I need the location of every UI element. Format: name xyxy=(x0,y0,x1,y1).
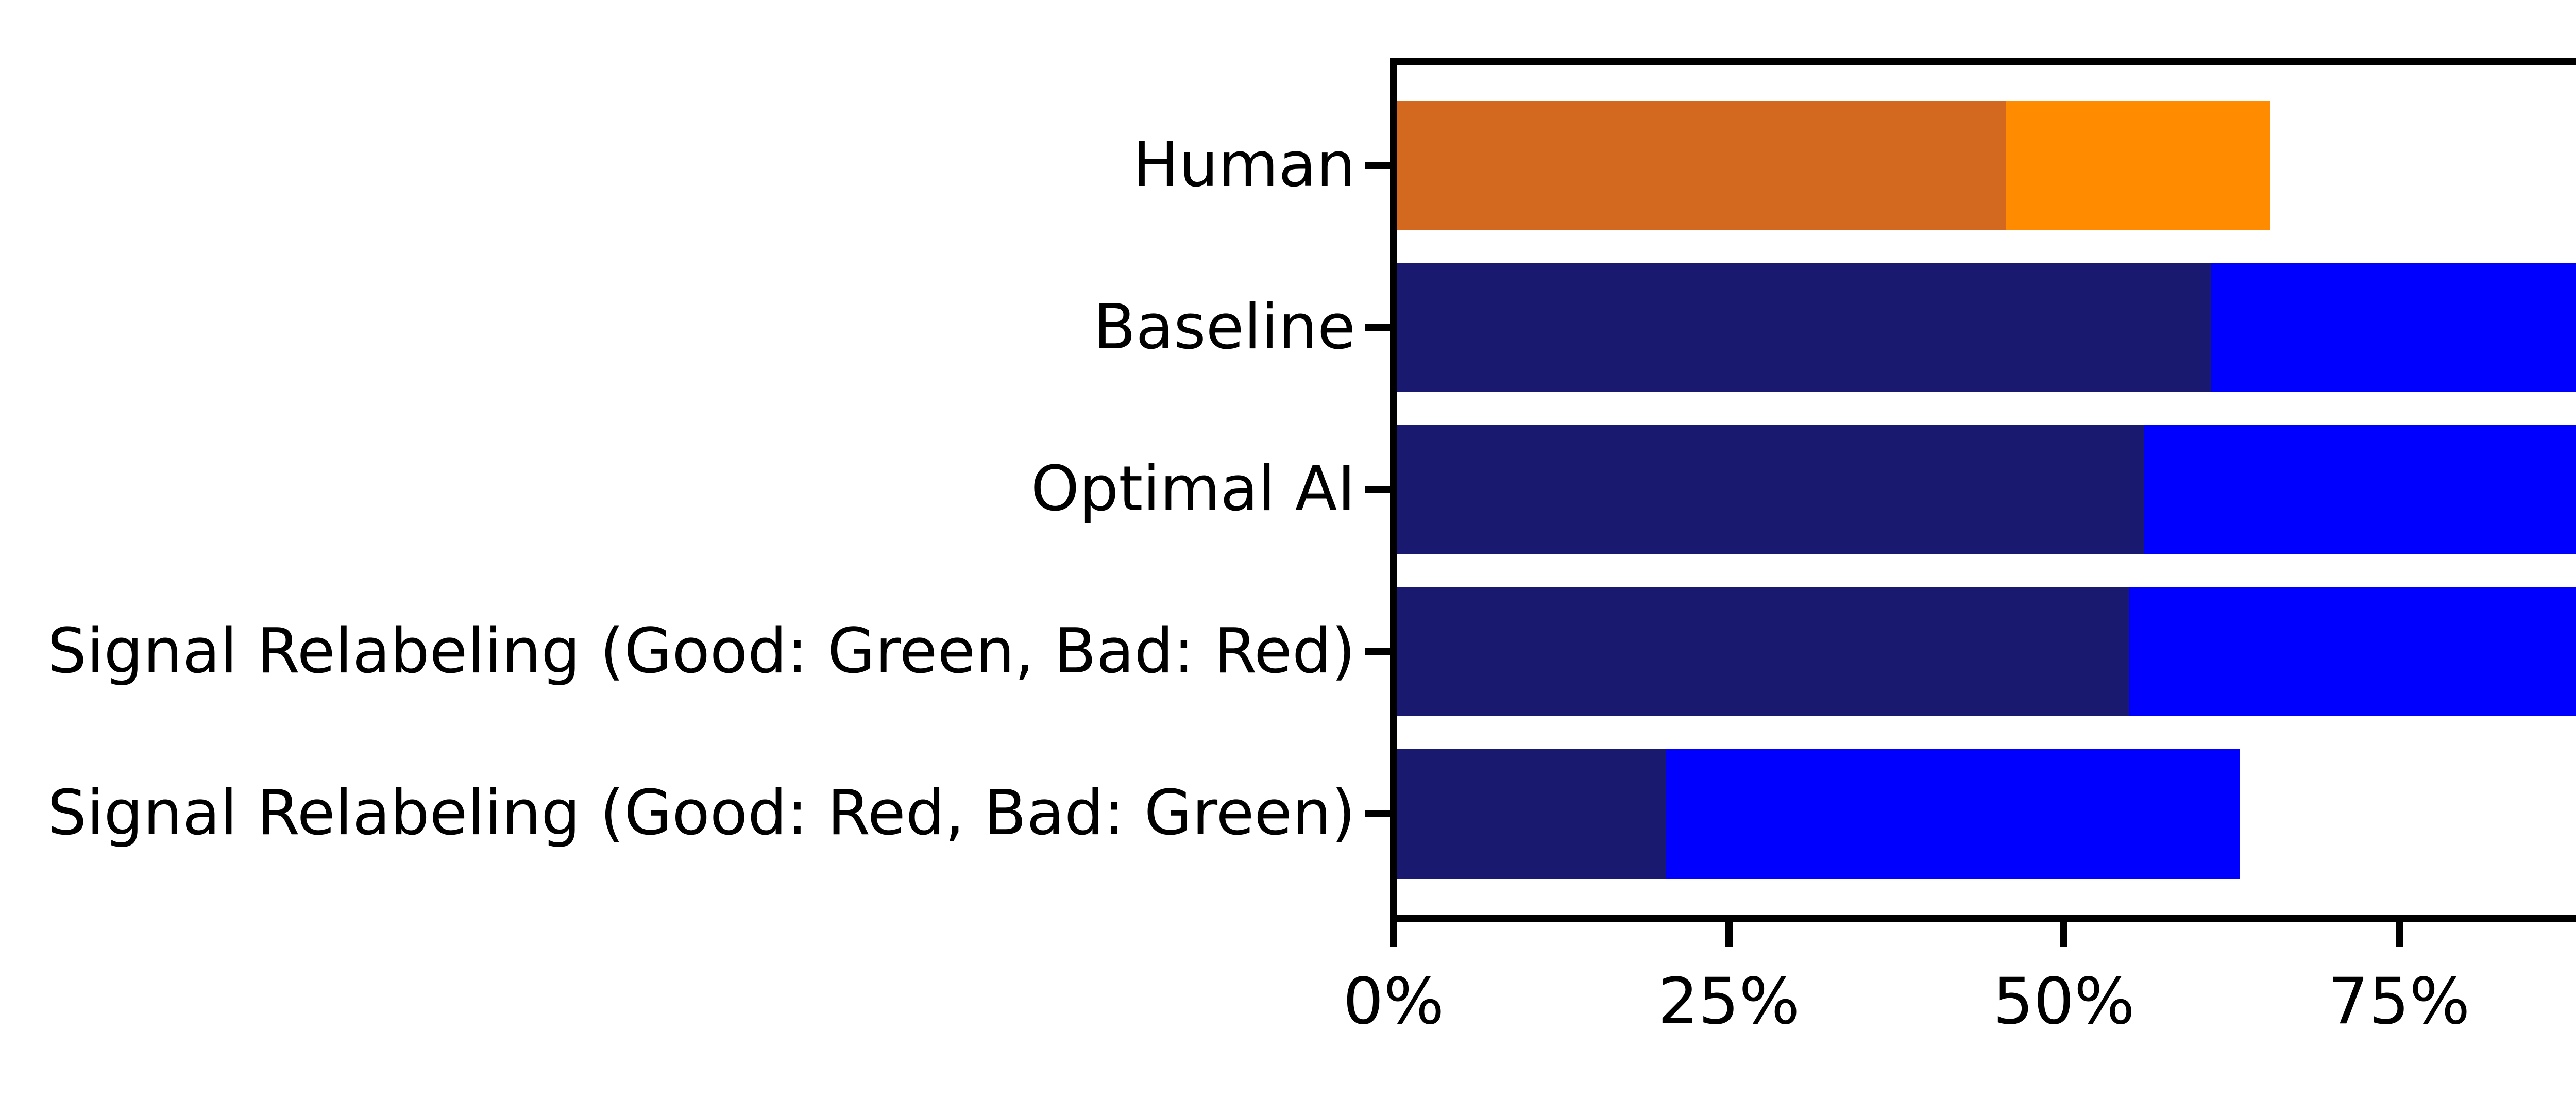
x-tick-label: 25% xyxy=(1657,965,1800,1039)
x-tick-mark xyxy=(2060,922,2067,947)
y-axis-label: Signal Relabeling (Good: Red, Bad: Green… xyxy=(47,778,1355,849)
bar-row xyxy=(1397,425,2576,554)
bar-segment-light xyxy=(2211,263,2576,392)
bar-segment-dark xyxy=(1397,263,2212,392)
bar-segment-dark xyxy=(1397,749,1666,879)
x-tick-label: 50% xyxy=(1993,965,2135,1039)
bar-row xyxy=(1397,100,2270,230)
y-tick-mark xyxy=(1365,324,1390,331)
x-tick-label: 0% xyxy=(1343,965,1445,1039)
bar-segment-light xyxy=(2006,100,2270,230)
y-axis-label: Baseline xyxy=(1093,291,1355,363)
bar-segment-light xyxy=(2144,425,2576,554)
bar-row xyxy=(1397,263,2576,392)
bar-segment-dark xyxy=(1397,587,2130,716)
y-tick-mark xyxy=(1365,486,1390,493)
y-axis-label: Signal Relabeling (Good: Green, Bad: Red… xyxy=(47,615,1355,687)
x-tick-label: 100% xyxy=(2554,965,2576,1039)
x-tick-mark xyxy=(2395,922,2403,947)
y-axis-label: Optimal AI xyxy=(1030,453,1355,525)
y-tick-mark xyxy=(1365,810,1390,817)
x-tick-label: 75% xyxy=(2328,965,2470,1039)
bar-segment-light xyxy=(2129,587,2576,716)
bar-segment-dark xyxy=(1397,100,2007,230)
bar-segment-light xyxy=(1666,749,2240,879)
bar-row xyxy=(1397,749,2240,879)
y-tick-mark xyxy=(1365,162,1390,169)
x-tick-mark xyxy=(1390,922,1397,947)
y-tick-mark xyxy=(1365,648,1390,655)
bar-segment-dark xyxy=(1397,425,2145,554)
bar-row xyxy=(1397,587,2576,716)
x-tick-mark xyxy=(1725,922,1733,947)
y-axis-label: Human xyxy=(1132,129,1355,201)
